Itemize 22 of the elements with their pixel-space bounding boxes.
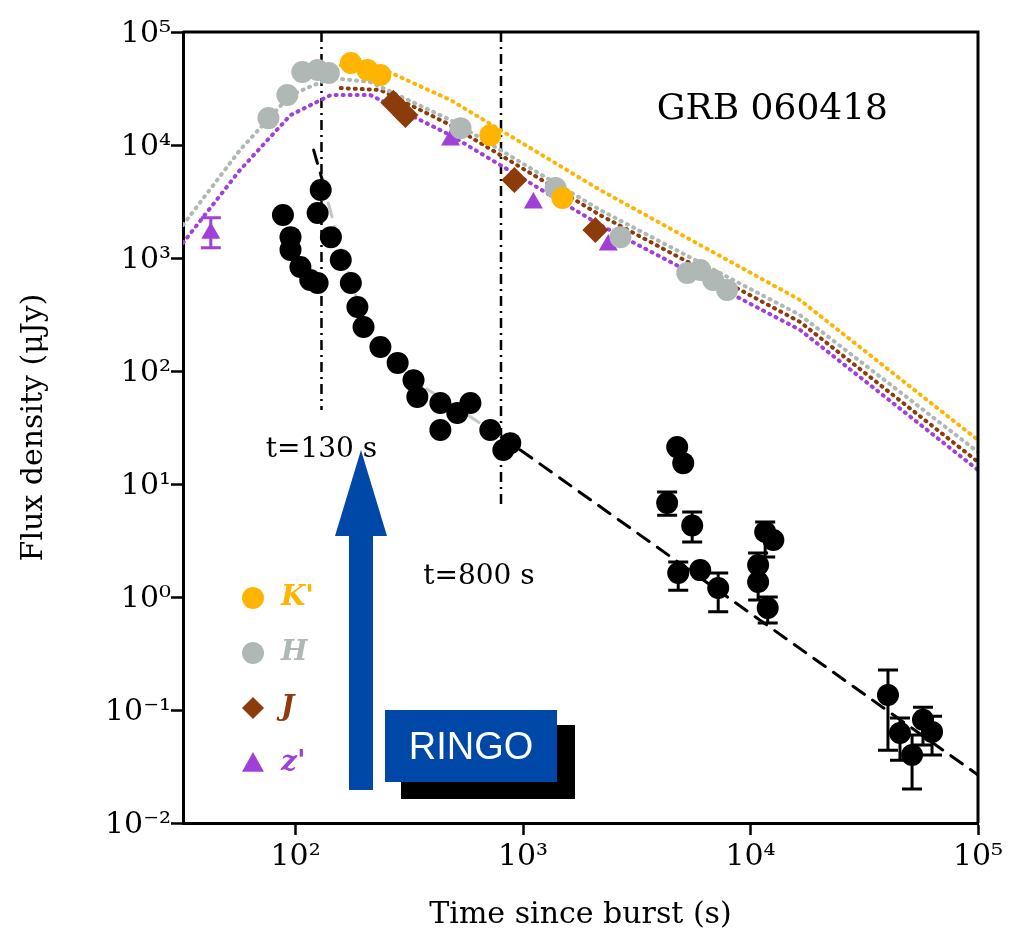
x-axis-title: Time since burst (s) <box>429 894 732 930</box>
y-tick-label: 10⁴ <box>120 127 171 163</box>
ref-line-label: t=130 s <box>265 431 378 465</box>
x-tick-label: 10⁵ <box>952 837 1004 873</box>
y-tick-label: 10⁻¹ <box>104 692 171 728</box>
annotation: RINGO <box>385 710 557 782</box>
legend-label: J <box>276 689 296 723</box>
y-tick-label: 10¹ <box>120 466 171 502</box>
x-tick-label: 10³ <box>497 837 549 873</box>
annotation: GRB 060418 <box>656 86 888 128</box>
y-tick-label: 10⁻² <box>104 805 171 841</box>
legend-label: K' <box>280 579 314 613</box>
y-axis-title: Flux density (μJy) <box>13 293 49 562</box>
legend-label: H <box>280 634 309 668</box>
y-tick-label: 10⁵ <box>120 14 171 50</box>
legend-label: z' <box>280 744 306 778</box>
y-tick-label: 10³ <box>120 240 171 276</box>
ref-line-label: t=800 s <box>423 558 535 592</box>
y-tick-label: 10² <box>120 353 171 389</box>
y-tick-label: 10⁰ <box>120 579 171 615</box>
x-tick-label: 10² <box>270 837 321 873</box>
x-tick-label: 10⁴ <box>725 837 776 873</box>
